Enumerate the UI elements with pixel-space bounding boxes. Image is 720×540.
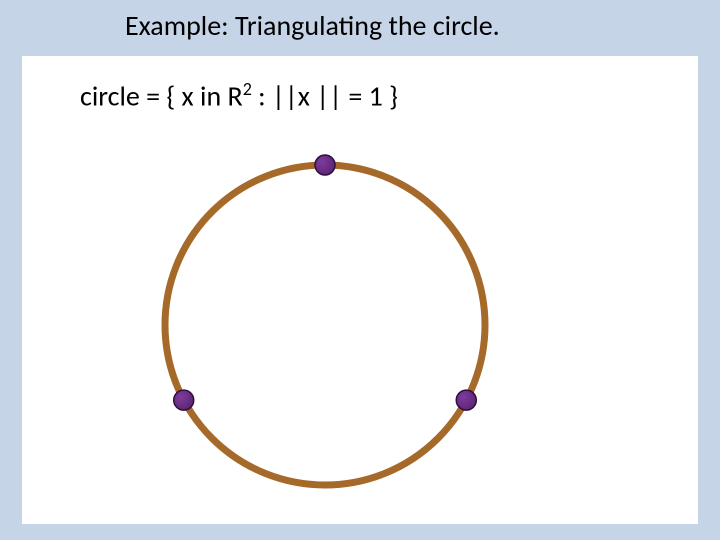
slide: Example: Triangulating the circle. circl… — [0, 0, 720, 540]
circle-outline — [165, 165, 485, 485]
formula-prefix: circle = { x in R — [80, 78, 243, 113]
formula-suffix: : ||x || = 1 } — [252, 78, 398, 113]
formula: circle = { x in R2 : ||x || = 1 } — [80, 78, 398, 113]
circle-diagram — [135, 130, 515, 510]
vertex-point-1 — [174, 390, 194, 410]
slide-title: Example: Triangulating the circle. — [125, 8, 500, 43]
formula-sup: 2 — [243, 78, 252, 100]
slide-title-text: Example: Triangulating the circle. — [125, 8, 500, 43]
vertex-point-2 — [456, 390, 476, 410]
vertex-point-0 — [315, 155, 335, 175]
